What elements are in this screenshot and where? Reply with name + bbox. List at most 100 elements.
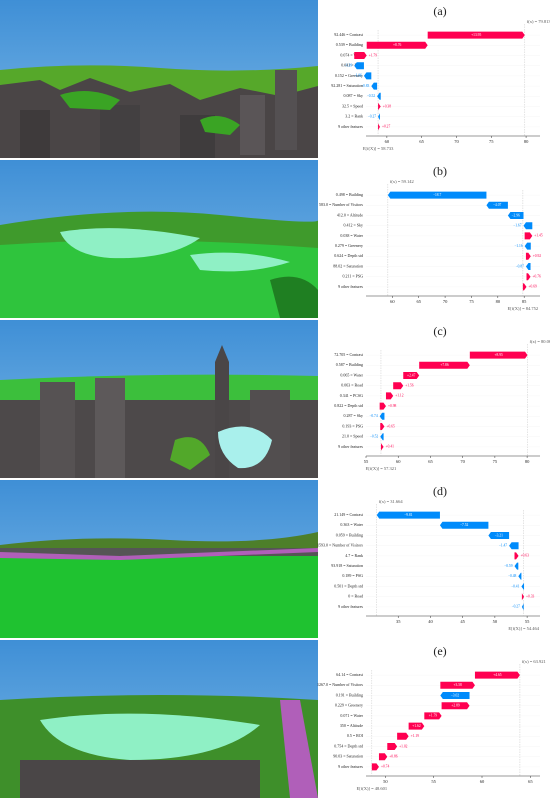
feature-label: 92.446 = Contrast [334, 32, 364, 37]
shap-bar [376, 511, 440, 519]
x-tick-label: 40 [428, 619, 433, 624]
feature-label: 0.412 = Sky [344, 223, 363, 228]
x-tick-label: 45 [460, 619, 465, 624]
value-label: −0.59 [504, 564, 513, 568]
shap-bar [387, 191, 487, 199]
shap-bar [387, 743, 398, 750]
value-label: +2.47 [407, 373, 416, 377]
value-label: −0.87 [516, 264, 525, 268]
fx-label: f(x) = 59.142 [390, 179, 414, 184]
fx-label: f(x) = 80.061 [530, 339, 550, 344]
value-label: +1.45 [534, 234, 543, 238]
x-tick-label: 70 [454, 139, 459, 144]
x-tick-label: 60 [480, 779, 485, 784]
shap-bar [514, 562, 519, 570]
scene-image [0, 640, 318, 798]
feature-label: 0 = Road [348, 594, 363, 599]
shap-bar [378, 123, 380, 131]
value-label: −2.96 [512, 213, 521, 217]
value-label: −1.47 [499, 544, 508, 548]
scene-image [0, 320, 318, 478]
feature-label: 0.211 = PSG [343, 274, 364, 279]
feature-label: 0.071 = Water [340, 713, 363, 718]
shap-bar [524, 242, 531, 250]
feature-label: 0.074 = Water [340, 52, 363, 57]
value-label: +2.89 [451, 704, 460, 708]
feature-label: 0.193 = PSG [342, 423, 363, 428]
value-label: +13.95 [471, 33, 481, 37]
feature-label: 0.5 = ROI [347, 733, 364, 738]
shap-bar [424, 712, 442, 720]
shap-bar [509, 542, 519, 550]
shap-bar [403, 372, 420, 379]
feature-label: 21.149 = Contrast [334, 512, 364, 517]
value-label: −4.07 [493, 203, 502, 207]
feature-label: 9 other features [338, 764, 363, 769]
value-label: −0.83 [361, 84, 370, 88]
shap-bar [524, 232, 533, 240]
feature-label: 0.587 = Building [336, 362, 363, 367]
feature-label: 0.059 = Building [336, 532, 363, 537]
shap-bar [408, 722, 425, 730]
shap-bar [427, 31, 525, 39]
shap-bar [363, 72, 372, 80]
feature-label: 0.498 = Building [336, 192, 363, 197]
feature-label: 350 = Altitude [340, 723, 363, 728]
shap-bar [380, 423, 385, 430]
x-tick-label: 50 [493, 619, 498, 624]
feature-label: 0.229 = Greenery [335, 703, 363, 708]
feature-label: 1593.0 = Number of Visitors [317, 543, 363, 548]
feature-label: 0.341 = PCSG [340, 393, 363, 398]
value-label: +7.86 [440, 363, 449, 367]
x-tick-label: 70 [460, 459, 465, 464]
value-label: +1.56 [405, 384, 414, 388]
value-label: −1.16 [514, 244, 523, 248]
value-label: +0.41 [386, 445, 395, 449]
x-tick-label: 65 [428, 459, 433, 464]
x-tick-label: 80 [525, 459, 530, 464]
feature-label: 0.152 = Greenery [335, 73, 363, 78]
value-label: −0.74 [369, 414, 378, 418]
fx-label: f(x) = 79.813 [527, 19, 550, 24]
scene-image [0, 160, 319, 318]
x-tick-label: 35 [396, 619, 401, 624]
x-tick-label: 55 [525, 619, 530, 624]
feature-label: 9 other features [338, 444, 363, 449]
shap-bar [371, 763, 379, 771]
value-label: +1.79 [429, 714, 438, 718]
x-tick-label: 75 [493, 459, 498, 464]
value-label: +8.95 [495, 353, 504, 357]
shap-bar [507, 212, 524, 219]
value-label: −0.52 [370, 435, 379, 439]
shap-bar [440, 681, 475, 689]
feature-label: 0.191 = Building [336, 692, 363, 697]
feature-label: 32.5 = Speed [342, 103, 363, 108]
shap-bar [514, 552, 519, 560]
value-label: +1.19 [411, 734, 420, 738]
value-label: −0.41 [511, 584, 520, 588]
shap-bar [522, 283, 527, 291]
shap-bar [440, 692, 470, 699]
scenes [0, 0, 319, 798]
base-label: E[f(X)] = 58.733 [363, 146, 394, 151]
panel-label: (d) [433, 484, 447, 498]
shap-bar [521, 603, 524, 611]
value-label: +0.86 [389, 755, 398, 759]
value-label: +1.12 [395, 394, 404, 398]
feature-label: 412.0 = Altitude [337, 212, 363, 217]
fx-label: f(x) = 31.664 [379, 499, 404, 504]
feature-label: 93.918 = Saturation [331, 563, 363, 568]
shap-bar [380, 433, 384, 441]
value-label: −0.27 [512, 605, 521, 609]
shap-bar [371, 82, 378, 90]
shap-bar [525, 252, 531, 260]
value-label: −0.52 [367, 94, 376, 98]
x-tick-label: 85 [522, 299, 527, 304]
shap-bar [526, 273, 531, 281]
x-tick-label: 80 [496, 299, 501, 304]
shap-bar [379, 412, 385, 420]
value-label: −3.02 [451, 693, 460, 697]
shap-bar [385, 392, 394, 400]
scene-image [0, 0, 318, 158]
